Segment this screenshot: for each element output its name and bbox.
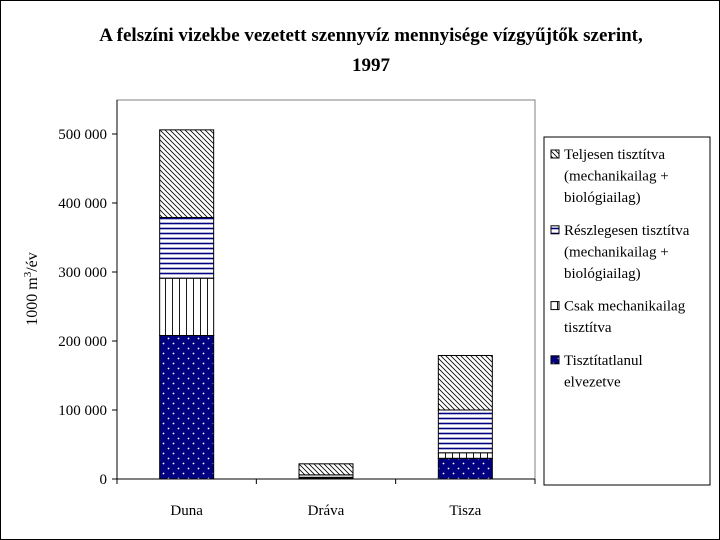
bar-segment-tisza-2 <box>437 409 493 454</box>
x-tick-label: Duna <box>170 503 203 519</box>
x-tick-label: Tisza <box>449 503 481 519</box>
y-tick-label: 0 <box>100 472 108 488</box>
y-tick-label: 100 000 <box>58 403 107 419</box>
bar-segment-dráva-3 <box>298 463 354 476</box>
legend-label: biológiailag) <box>564 266 641 282</box>
legend-label: (mechanikailag + <box>564 169 669 185</box>
y-axis-label-main: 1000 m <box>24 277 41 326</box>
x-axis: Duna Dráva Tisza <box>116 478 536 519</box>
legend-label: biológiailag) <box>564 190 641 206</box>
legend-label: elvezetve <box>564 374 621 390</box>
bar-segment-duna-1 <box>159 277 215 336</box>
legend-swatch <box>550 301 560 311</box>
bar-segment-tisza-3 <box>437 354 493 411</box>
legend-label: Tisztítatlanul <box>564 353 643 369</box>
y-axis-label: 1000 m3/év <box>22 252 41 326</box>
bar-segment-duna-3 <box>159 129 215 218</box>
y-axis-label-tail: /év <box>24 252 41 272</box>
legend-label: (mechanikailag + <box>564 244 669 260</box>
bars <box>159 129 493 480</box>
chart-title-line-2: 1997 <box>352 55 391 76</box>
bar-segment-duna-2 <box>159 216 215 279</box>
legend-swatch <box>550 225 560 235</box>
bar-segment-tisza-0 <box>437 457 493 480</box>
legend-label: Részlegesen tisztítva <box>564 223 690 239</box>
y-tick-label: 300 000 <box>58 265 107 281</box>
legend <box>543 136 711 486</box>
x-tick-label: Dráva <box>308 503 345 519</box>
legend-label: Teljesen tisztítva <box>564 147 665 163</box>
bar-segment-tisza-1 <box>437 452 493 459</box>
chart-title-line-1: A felszíni vizekbe vezetett szennyvíz me… <box>99 25 643 46</box>
legend-swatch <box>550 355 560 365</box>
bar-segment-duna-0 <box>159 334 215 480</box>
y-tick-label: 200 000 <box>58 334 107 350</box>
y-tick-label: 400 000 <box>58 196 107 212</box>
legend-label: Csak mechanikailag <box>564 299 686 315</box>
legend-items: Teljesen tisztítva (mechanikailag + biológ… <box>550 147 690 390</box>
y-axis: 0 100 000 200 000 300 000 400 000 500 000 <box>58 100 118 488</box>
y-axis-label-sup: 3 <box>22 271 34 277</box>
y-tick-label: 500 000 <box>58 127 107 143</box>
legend-label: tisztítva <box>564 320 612 336</box>
legend-swatch <box>550 149 560 159</box>
